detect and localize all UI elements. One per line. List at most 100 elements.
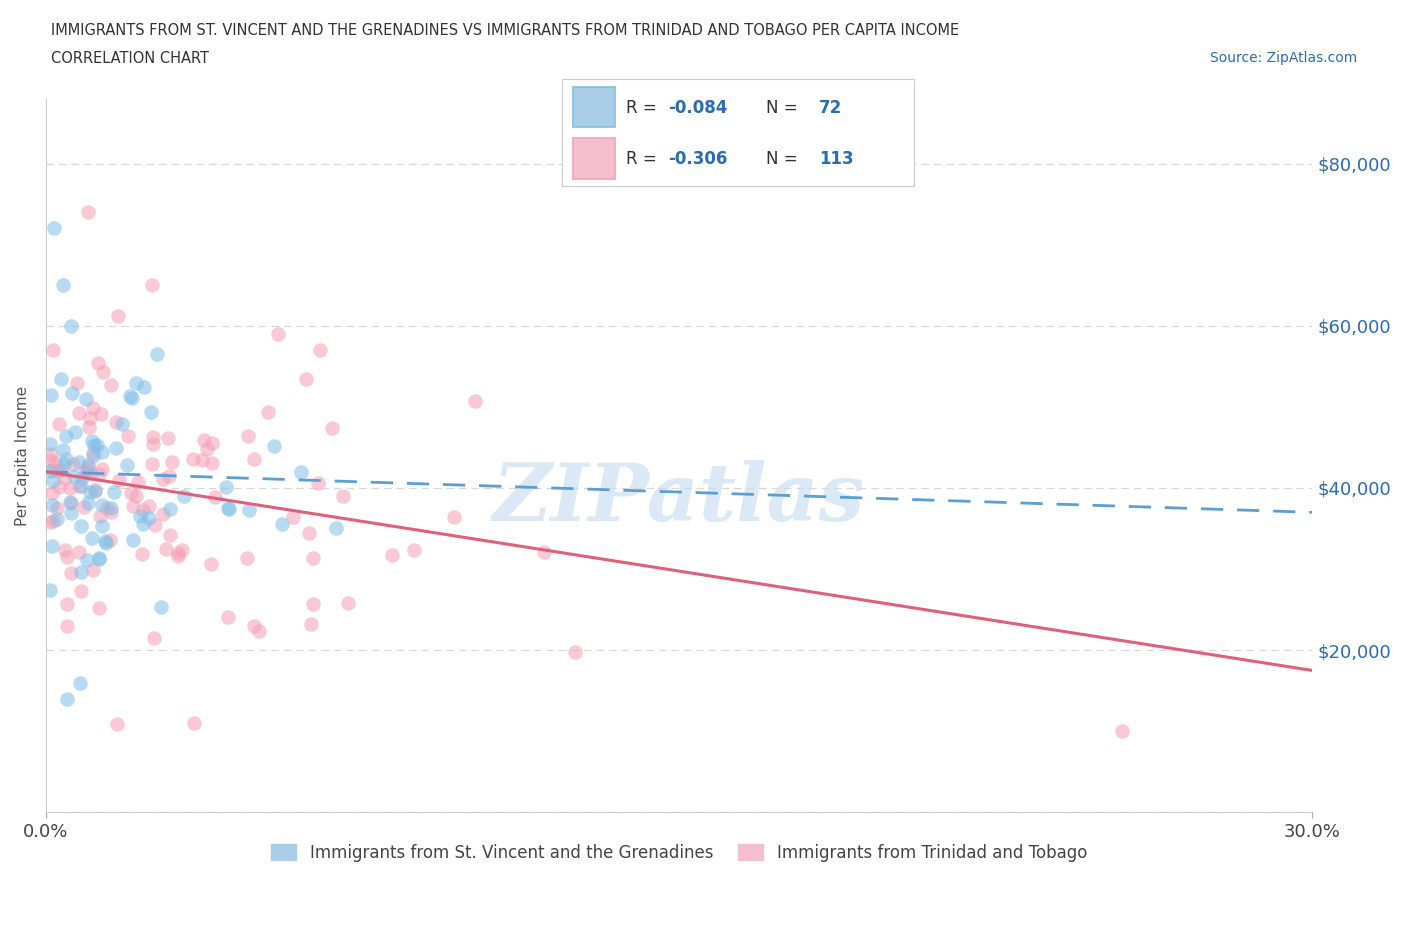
Point bbox=[53, 456, 76, 471]
Point bbox=[564, 644, 586, 659]
Point bbox=[41, 538, 63, 553]
Point bbox=[125, 488, 148, 503]
Point bbox=[108, 472, 131, 487]
Point bbox=[302, 596, 325, 611]
Text: N =: N = bbox=[766, 151, 803, 168]
Point bbox=[60, 566, 83, 581]
Point bbox=[52, 278, 75, 293]
Point bbox=[77, 205, 100, 219]
Point bbox=[56, 691, 79, 706]
Text: N =: N = bbox=[766, 99, 803, 117]
Point bbox=[443, 510, 465, 525]
Point bbox=[39, 514, 62, 529]
Point bbox=[66, 376, 89, 391]
Point bbox=[141, 278, 163, 293]
Text: IMMIGRANTS FROM ST. VINCENT AND THE GRENADINES VS IMMIGRANTS FROM TRINIDAD AND T: IMMIGRANTS FROM ST. VINCENT AND THE GREN… bbox=[51, 23, 959, 38]
Point bbox=[87, 551, 110, 566]
Point bbox=[55, 619, 77, 634]
Point bbox=[100, 378, 122, 392]
Point bbox=[39, 464, 62, 479]
Point bbox=[89, 509, 111, 524]
Point bbox=[93, 533, 115, 548]
Text: R =: R = bbox=[626, 99, 662, 117]
Point bbox=[533, 545, 555, 560]
Point bbox=[217, 500, 239, 515]
Point bbox=[69, 518, 91, 533]
Point bbox=[152, 472, 174, 486]
Point bbox=[157, 431, 180, 445]
Point bbox=[63, 424, 86, 439]
Point bbox=[82, 446, 104, 461]
Point bbox=[77, 460, 100, 475]
Point bbox=[42, 342, 65, 357]
Point bbox=[67, 405, 90, 420]
Point bbox=[96, 536, 118, 551]
Point bbox=[39, 583, 62, 598]
Point bbox=[70, 565, 93, 580]
Point bbox=[200, 436, 222, 451]
Point bbox=[82, 449, 104, 464]
Bar bbox=[574, 86, 614, 127]
Point bbox=[337, 596, 360, 611]
Point bbox=[162, 455, 184, 470]
Point bbox=[464, 393, 486, 408]
Text: R =: R = bbox=[626, 151, 662, 168]
Text: 72: 72 bbox=[818, 99, 842, 117]
Point bbox=[142, 437, 165, 452]
Point bbox=[215, 479, 238, 494]
Point bbox=[325, 521, 347, 536]
Point bbox=[69, 675, 91, 690]
Point bbox=[167, 549, 190, 564]
Point bbox=[299, 617, 322, 631]
Point bbox=[79, 419, 101, 434]
Point bbox=[242, 619, 264, 634]
Point bbox=[125, 376, 148, 391]
Point bbox=[142, 430, 165, 445]
Point bbox=[197, 442, 219, 457]
Point bbox=[256, 405, 278, 419]
Point bbox=[381, 548, 404, 563]
Point bbox=[104, 441, 127, 456]
Point bbox=[79, 410, 101, 425]
Point bbox=[122, 533, 145, 548]
Point bbox=[45, 512, 67, 526]
Point bbox=[138, 498, 160, 513]
Point bbox=[39, 436, 62, 451]
Point bbox=[96, 500, 118, 515]
Point bbox=[39, 453, 62, 468]
Point bbox=[138, 511, 160, 525]
Point bbox=[67, 479, 90, 494]
Point bbox=[100, 505, 122, 520]
Point bbox=[91, 518, 114, 533]
Point bbox=[83, 483, 105, 498]
Point bbox=[79, 485, 101, 499]
Point bbox=[87, 600, 110, 615]
Point bbox=[55, 429, 77, 444]
Point bbox=[142, 631, 165, 645]
Point bbox=[181, 452, 204, 467]
Point bbox=[167, 546, 190, 561]
Point bbox=[48, 480, 70, 495]
Point bbox=[128, 508, 150, 523]
Point bbox=[90, 406, 112, 421]
Point bbox=[193, 432, 215, 447]
Point bbox=[67, 455, 90, 470]
Point bbox=[91, 498, 114, 512]
Point bbox=[117, 429, 139, 444]
Point bbox=[70, 584, 93, 599]
Point bbox=[120, 485, 142, 500]
Point bbox=[41, 485, 63, 500]
Point bbox=[117, 458, 139, 472]
Point bbox=[105, 716, 128, 731]
Point bbox=[87, 466, 110, 481]
Point bbox=[86, 438, 108, 453]
Point bbox=[200, 556, 222, 571]
Point bbox=[63, 469, 86, 484]
Point bbox=[100, 500, 122, 515]
Point bbox=[44, 221, 66, 236]
Point bbox=[143, 518, 166, 533]
Point bbox=[321, 420, 343, 435]
Point bbox=[152, 507, 174, 522]
Text: CORRELATION CHART: CORRELATION CHART bbox=[51, 51, 208, 66]
Point bbox=[56, 550, 79, 565]
